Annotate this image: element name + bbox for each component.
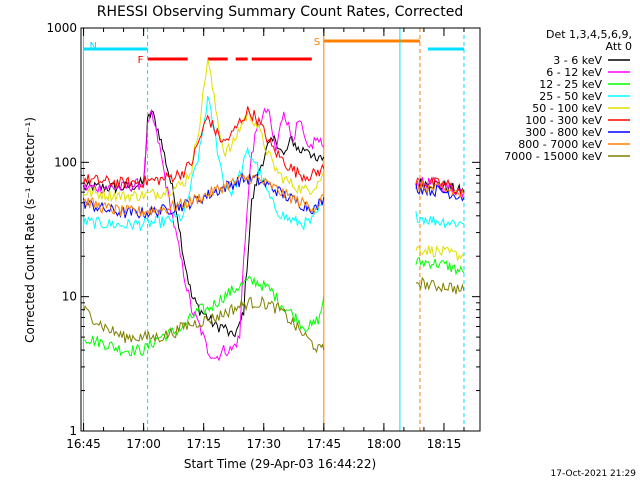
legend-label-300-800-kev: 300 - 800 keV bbox=[525, 126, 602, 139]
vertical-markers bbox=[83, 28, 465, 431]
legend-label-25-50-kev: 25 - 50 keV bbox=[539, 90, 602, 103]
flag-s-label: S bbox=[314, 37, 320, 48]
series-50-100-kev-line-1 bbox=[83, 58, 325, 203]
chart-title: RHESSI Observing Summary Count Rates, Co… bbox=[97, 4, 463, 20]
series-50-100-kev-line-2 bbox=[415, 245, 465, 261]
legend-label-3-6-kev: 3 - 6 keV bbox=[553, 54, 602, 67]
series-100-300-kev-line-1 bbox=[83, 106, 325, 189]
legend-label-800-7000-kev: 800 - 7000 keV bbox=[518, 138, 602, 151]
plot-frame bbox=[80, 27, 481, 432]
flags-layer: N F S bbox=[83, 37, 464, 66]
flag-n-label: N bbox=[90, 41, 97, 52]
series-7000-15000-kev-line-2 bbox=[415, 276, 465, 295]
legend-label-12-25-kev: 12 - 25 keV bbox=[539, 78, 602, 91]
x-tick-label-5: 17:45 bbox=[307, 437, 342, 451]
series-3-6-kev-line-1 bbox=[83, 109, 325, 338]
x-tick-label-6: 18:00 bbox=[367, 437, 402, 451]
series-12-25-kev-line-2 bbox=[415, 256, 465, 276]
y-axis: 1 10 100 1000 bbox=[46, 21, 480, 438]
legend-header-2: Att 0 bbox=[606, 40, 632, 53]
x-axis: 16:45 17:00 17:15 17:30 17:45 18:00 18:15 bbox=[66, 28, 465, 451]
x-tick-label-1: 16:45 bbox=[66, 437, 101, 451]
y-tick-label-4: 1000 bbox=[46, 21, 77, 35]
flag-f-label: F bbox=[138, 55, 144, 66]
legend-label-7000-15000-kev: 7000 - 15000 keV bbox=[504, 150, 602, 163]
y-axis-label: Corrected Count Rate (s⁻¹ detector⁻¹) bbox=[23, 117, 37, 343]
y-tick-label-3: 100 bbox=[54, 155, 77, 169]
x-tick-label-4: 17:30 bbox=[246, 437, 281, 451]
series-12-25-kev-line-1 bbox=[83, 275, 325, 357]
legend-label-100-300-kev: 100 - 300 keV bbox=[525, 114, 602, 127]
x-tick-label-7: 18:15 bbox=[427, 437, 462, 451]
series-25-50-kev-line-2 bbox=[415, 211, 464, 229]
series-layer bbox=[83, 58, 465, 362]
y-tick-label-1: 1 bbox=[69, 424, 77, 438]
timestamp: 17-Oct-2021 21:29 bbox=[551, 469, 637, 479]
x-axis-label: Start Time (29-Apr-03 16:44:22) bbox=[184, 457, 376, 471]
series-7000-15000-kev-line-1 bbox=[83, 295, 325, 354]
series-800-7000-kev-line-1 bbox=[83, 174, 325, 218]
legend-label-50-100-kev: 50 - 100 keV bbox=[532, 102, 602, 115]
legend-label-6-12-kev: 6 - 12 keV bbox=[546, 66, 602, 79]
x-tick-label-3: 17:15 bbox=[186, 437, 221, 451]
x-tick-label-2: 17:00 bbox=[126, 437, 161, 451]
series-800-7000-kev-line-2 bbox=[415, 180, 465, 198]
y-tick-label-2: 10 bbox=[62, 290, 77, 304]
series-25-50-kev-line-1 bbox=[83, 95, 325, 232]
legend-header-1: Det 1,3,4,5,6,9, bbox=[546, 28, 632, 41]
